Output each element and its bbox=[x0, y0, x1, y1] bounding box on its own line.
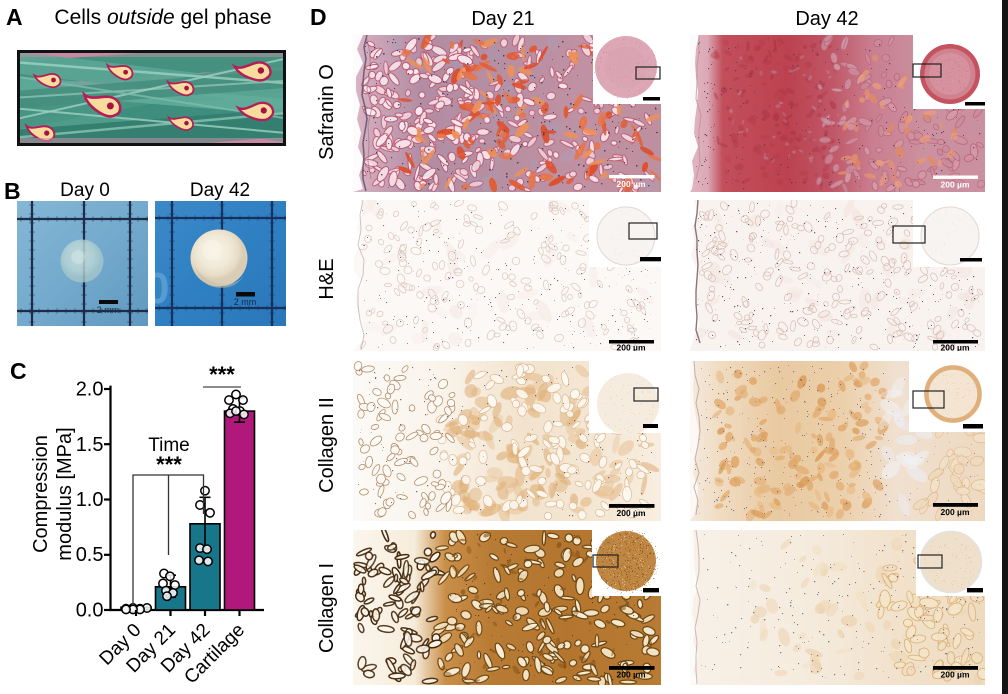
svg-text:200 µm: 200 µm bbox=[941, 670, 970, 680]
svg-text:200 µm: 200 µm bbox=[617, 508, 646, 518]
svg-text:200 µm: 200 µm bbox=[617, 179, 646, 189]
svg-text:Time: Time bbox=[148, 435, 190, 456]
svg-text:modulus [MPa]: modulus [MPa] bbox=[54, 427, 76, 560]
svg-text:200 µm: 200 µm bbox=[617, 670, 646, 680]
svg-text:1.5: 1.5 bbox=[76, 434, 104, 456]
svg-text:200 µm: 200 µm bbox=[941, 180, 970, 190]
svg-text:1.0: 1.0 bbox=[76, 489, 104, 511]
svg-text:0.0: 0.0 bbox=[76, 600, 104, 622]
svg-text:200 µm: 200 µm bbox=[941, 507, 970, 517]
svg-text:***: *** bbox=[209, 362, 235, 387]
svg-text:2 mm: 2 mm bbox=[97, 305, 120, 315]
svg-text:2.0: 2.0 bbox=[76, 379, 104, 401]
svg-text:***: *** bbox=[156, 452, 182, 477]
svg-text:0: 0 bbox=[155, 264, 169, 313]
svg-text:2 mm: 2 mm bbox=[234, 297, 257, 307]
svg-text:Compression: Compression bbox=[30, 435, 52, 553]
svg-text:200 µm: 200 µm bbox=[617, 343, 646, 352]
svg-text:0.5: 0.5 bbox=[76, 544, 104, 566]
svg-text:200 µm: 200 µm bbox=[941, 343, 970, 352]
